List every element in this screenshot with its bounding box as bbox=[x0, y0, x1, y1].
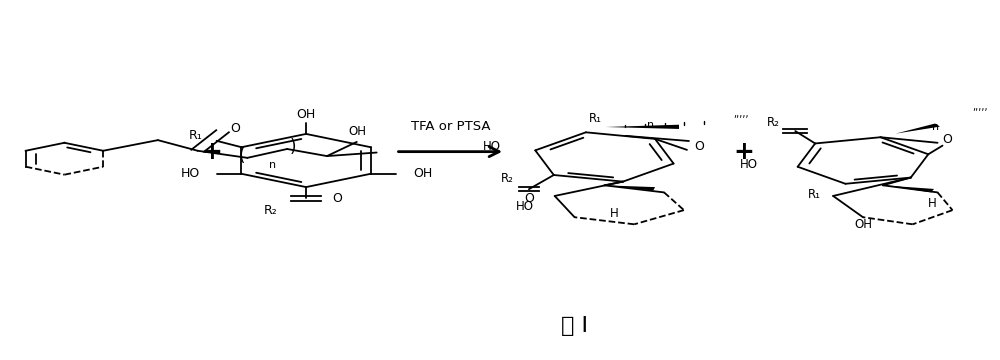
Text: R₂: R₂ bbox=[767, 116, 780, 129]
Text: R₁: R₁ bbox=[189, 129, 203, 142]
Text: R₁: R₁ bbox=[589, 112, 602, 125]
Text: TFA or PTSA: TFA or PTSA bbox=[411, 120, 490, 133]
Polygon shape bbox=[606, 125, 679, 129]
Text: OH: OH bbox=[296, 108, 316, 121]
Text: 式 I: 式 I bbox=[561, 316, 588, 336]
Text: O: O bbox=[694, 140, 704, 153]
Polygon shape bbox=[883, 185, 934, 192]
Text: n: n bbox=[269, 160, 276, 170]
Text: ,,,,,: ,,,,, bbox=[734, 109, 749, 120]
Text: n: n bbox=[647, 120, 654, 130]
Text: R₁: R₁ bbox=[808, 188, 821, 201]
Text: HO: HO bbox=[482, 140, 500, 153]
Text: O: O bbox=[332, 192, 342, 205]
Text: OH: OH bbox=[854, 218, 872, 231]
Text: O: O bbox=[231, 122, 240, 135]
Text: HO: HO bbox=[740, 158, 758, 171]
Text: R₂: R₂ bbox=[263, 204, 277, 217]
Text: H: H bbox=[928, 197, 937, 210]
Text: O: O bbox=[943, 133, 952, 146]
Text: OH: OH bbox=[413, 167, 432, 180]
Text: ): ) bbox=[290, 138, 296, 156]
Text: HO: HO bbox=[181, 167, 200, 180]
Text: H: H bbox=[610, 207, 619, 220]
Text: n: n bbox=[932, 122, 939, 132]
Text: O: O bbox=[524, 192, 534, 204]
Text: (: ( bbox=[238, 147, 245, 165]
Text: HO: HO bbox=[516, 200, 534, 213]
Text: +: + bbox=[201, 140, 222, 164]
Text: ,,,,,: ,,,,, bbox=[972, 102, 988, 112]
Polygon shape bbox=[895, 123, 940, 134]
Text: +: + bbox=[733, 140, 754, 164]
Polygon shape bbox=[604, 185, 655, 190]
Text: OH: OH bbox=[349, 125, 367, 138]
Text: R₂: R₂ bbox=[501, 172, 514, 185]
